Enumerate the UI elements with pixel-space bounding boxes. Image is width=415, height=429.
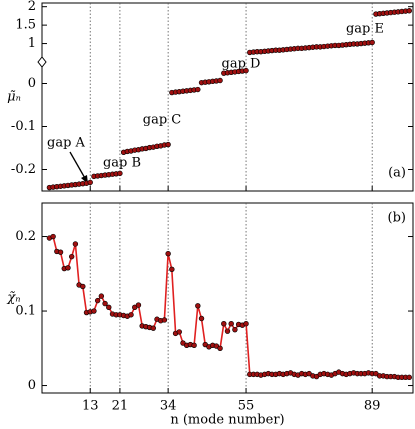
data-point	[57, 249, 64, 255]
y-tick-label: 1.5	[15, 18, 36, 33]
data-point	[91, 308, 97, 314]
data-point	[195, 86, 201, 93]
data-point	[198, 315, 205, 322]
x-tick-label: 21	[112, 399, 129, 414]
data-point	[217, 77, 223, 84]
data-point	[80, 283, 86, 290]
y-axis-label: μ̃ₙ	[7, 90, 21, 105]
annotation: gap B	[103, 156, 141, 171]
y-tick-label: 0.2	[15, 229, 36, 244]
data-point	[243, 67, 249, 74]
data-point	[65, 265, 71, 271]
annotation-arrow	[69, 151, 87, 181]
data-point	[68, 253, 75, 260]
x-tick-label: 89	[364, 399, 381, 414]
data-point	[195, 303, 201, 309]
y-tick-label: 1	[28, 36, 36, 51]
x-tick-label: 55	[238, 399, 255, 414]
data-line	[49, 235, 410, 379]
y-axis-label: χ̃ₙ	[6, 291, 20, 306]
data-point	[102, 300, 108, 307]
data-point	[165, 141, 171, 148]
data-point	[94, 297, 101, 304]
y-tick-label: 0	[28, 378, 36, 393]
x-axis-label: n (mode number)	[170, 413, 284, 428]
data-point	[191, 342, 197, 349]
data-point	[221, 321, 227, 327]
axis-break	[37, 56, 47, 68]
data-point	[228, 321, 234, 327]
data-point	[106, 304, 112, 311]
annotation: gap D	[222, 57, 261, 72]
data-point	[224, 328, 231, 334]
x-tick-label: 34	[160, 399, 177, 414]
y-tick-label: -0.2	[11, 162, 36, 177]
panel-label: (b)	[388, 211, 406, 226]
data-point	[128, 312, 134, 318]
annotation: gap E	[346, 22, 384, 37]
y-tick-label: 0.1	[15, 304, 36, 319]
data-point	[217, 345, 223, 351]
data-point	[406, 374, 412, 381]
data-point	[169, 266, 175, 273]
data-point	[369, 39, 375, 46]
data-point	[98, 293, 105, 299]
data-point	[72, 241, 79, 247]
y-tick-label: -0.1	[11, 119, 36, 134]
panel-label: (a)	[388, 166, 406, 181]
y-tick-label: 2	[28, 0, 36, 14]
data-point	[232, 326, 238, 333]
data-point	[87, 179, 93, 186]
data-point	[165, 250, 171, 257]
data-point	[150, 325, 157, 331]
annotation: gap C	[143, 113, 182, 128]
data-point	[243, 321, 249, 327]
data-point	[117, 170, 123, 177]
data-point	[176, 329, 182, 335]
annotation: gap A	[47, 136, 86, 151]
plot-frame	[41, 202, 414, 394]
data-point	[50, 233, 56, 240]
data-point	[161, 317, 168, 323]
data-point	[135, 302, 142, 308]
x-tick-label: 13	[82, 399, 99, 414]
plot-frame	[41, 2, 414, 192]
y-tick-label: 0	[28, 76, 36, 91]
data-point	[406, 8, 412, 14]
